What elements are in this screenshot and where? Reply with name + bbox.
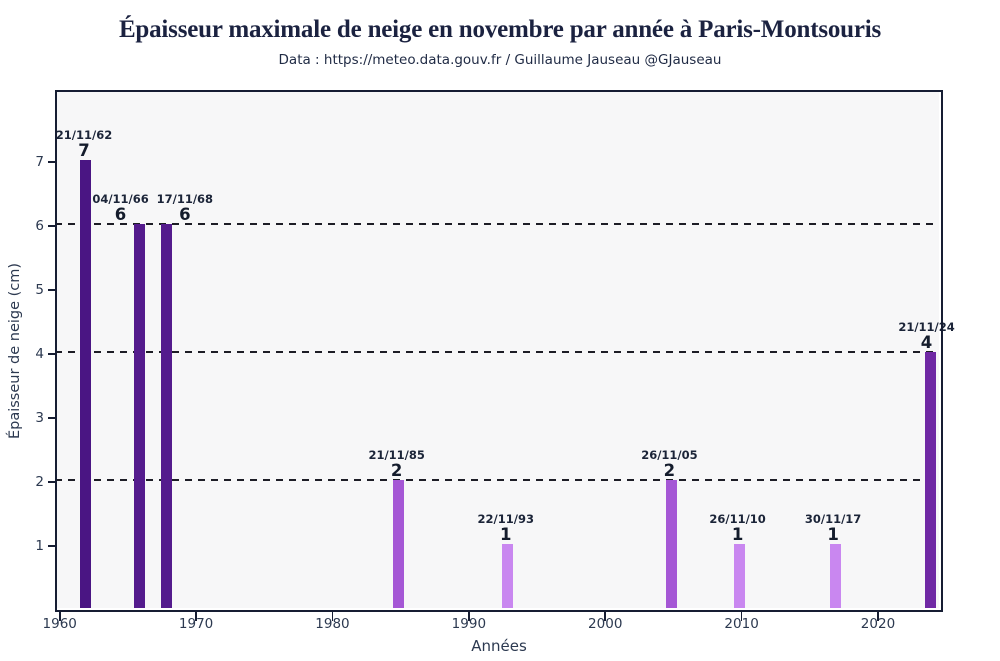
gridline-y-6: [55, 222, 939, 225]
x-tick-2010: [740, 612, 743, 621]
x-tick-label-2000: 2000: [588, 616, 623, 632]
x-tick-2020: [877, 612, 879, 621]
bar-date-label: 22/11/93: [477, 511, 534, 526]
y-tick-label-6: 6: [35, 217, 44, 234]
x-tick-label-1970: 1970: [178, 616, 214, 632]
chart-title: Épaisseur maximale de neige en novembre …: [118, 16, 882, 43]
y-tick-label-7: 7: [35, 153, 44, 170]
bar-date-label: 04/11/66: [92, 191, 149, 206]
gridline-y-2: [55, 478, 939, 481]
bar-date-label: 21/11/24: [898, 319, 955, 334]
bar-1962: [79, 159, 91, 608]
bar-labels-2017: 30/11/17 1: [805, 512, 861, 543]
bar-date-label: 26/11/05: [641, 447, 698, 462]
x-tick-2000: [604, 612, 607, 621]
bar-1966: [134, 223, 146, 608]
bar-labels-1966: 04/11/66 6: [92, 192, 148, 223]
x-tick-label-1960: 1960: [42, 616, 77, 632]
bar-labels-1993: 22/11/93 1: [478, 512, 534, 543]
bar-value-label: 1: [827, 524, 839, 544]
y-tick-label-4: 4: [35, 345, 44, 362]
chart-subtitle: Data : https://meteo.data.gouv.fr / Guil…: [278, 52, 722, 68]
y-tick-1: [48, 545, 55, 547]
x-tick-1960: [58, 612, 61, 621]
bar-2010: [734, 543, 746, 608]
bar-value-label: 2: [663, 460, 676, 480]
bar-labels-2010: 26/11/10 1: [709, 512, 765, 543]
bar-value-label: 7: [78, 140, 90, 160]
y-tick-5: [48, 289, 55, 291]
x-tick-1980: [331, 612, 334, 621]
y-tick-7: [48, 160, 55, 163]
x-tick-label-2010: 2010: [724, 616, 759, 632]
bar-1993: [502, 543, 514, 608]
bar-labels-2005: 26/11/05 2: [641, 448, 697, 479]
bar-2005: [665, 479, 677, 608]
y-tick-label-5: 5: [35, 281, 44, 298]
bar-date-label: 26/11/10: [709, 511, 766, 526]
y-tick-label-2: 2: [35, 473, 44, 490]
bar-value-label: 1: [731, 524, 744, 544]
x-axis-label: Années: [471, 637, 527, 655]
y-tick-3: [48, 417, 55, 419]
gridline-y-4: [55, 350, 939, 353]
y-tick-2: [48, 481, 55, 483]
y-tick-6: [48, 225, 55, 227]
bar-labels-1985: 21/11/85 2: [368, 448, 424, 479]
bar-value-label: 2: [390, 460, 403, 480]
y-tick-label-3: 3: [35, 409, 44, 426]
x-tick-1990: [468, 612, 470, 621]
bar-1968: [161, 223, 173, 608]
x-tick-label-1990: 1990: [451, 616, 487, 632]
x-tick-1970: [195, 612, 197, 621]
bar-date-label: 21/11/62: [55, 127, 113, 142]
bar-date-label: 21/11/85: [368, 447, 425, 462]
x-tick-label-1980: 1980: [315, 616, 350, 632]
bar-date-label: 30/11/17: [804, 511, 862, 526]
bar-value-label: 6: [114, 204, 127, 224]
bar-2017: [829, 543, 841, 608]
bar-value-label: 1: [500, 524, 512, 544]
bar-value-label: 6: [179, 204, 191, 224]
bar-labels-2024: 21/11/24 4: [898, 320, 954, 351]
bar-labels-1968: 17/11/68 6: [157, 192, 213, 223]
y-axis-label: Épaisseur de neige (cm): [7, 262, 23, 440]
x-tick-label-2020: 2020: [860, 616, 896, 632]
plot-area: 21/11/62 7 04/11/66 6 17/11/68 6 21/11/85 2 22/1…: [55, 90, 955, 608]
bar-value-label: 4: [920, 332, 933, 352]
bar-2024: [925, 351, 937, 608]
bar-labels-1962: 21/11/62 7: [56, 128, 112, 159]
bar-1985: [393, 479, 405, 608]
y-tick-4: [48, 353, 55, 355]
bar-date-label: 17/11/68: [156, 191, 214, 206]
y-tick-label-1: 1: [35, 537, 44, 554]
